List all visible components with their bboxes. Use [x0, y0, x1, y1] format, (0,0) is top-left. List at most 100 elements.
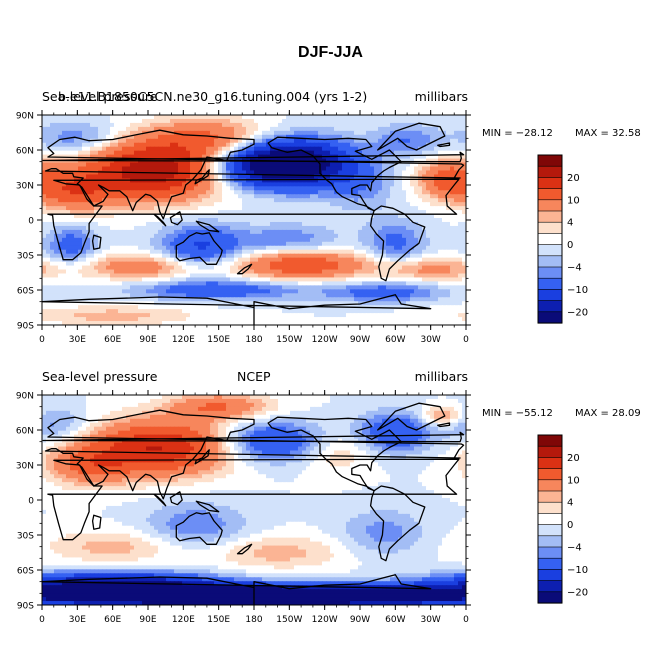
field-cell	[70, 198, 75, 203]
field-cell	[270, 281, 275, 286]
field-cell	[306, 249, 311, 255]
field-cell	[158, 225, 163, 231]
field-cell	[322, 253, 327, 259]
field-cell	[314, 225, 319, 231]
field-cell	[410, 277, 415, 283]
field-cell	[106, 229, 111, 235]
field-cell	[106, 257, 111, 263]
field-cell	[250, 269, 255, 275]
field-cell	[234, 130, 239, 136]
field-cell	[158, 138, 163, 144]
field-cell	[250, 257, 255, 263]
field-cell	[230, 190, 235, 195]
field-cell	[138, 277, 143, 283]
field-cell	[118, 154, 123, 160]
field-cell	[190, 146, 195, 152]
field-cell	[98, 289, 103, 294]
field-cell	[334, 229, 339, 235]
field-cell	[78, 289, 83, 294]
field-cell	[186, 241, 191, 247]
field-cell	[342, 269, 347, 275]
field-cell	[250, 289, 255, 294]
field-cell	[54, 194, 59, 199]
field-cell	[310, 115, 315, 120]
field-cell	[394, 281, 399, 286]
field-cell	[206, 237, 211, 243]
field-cell	[450, 221, 455, 227]
field-cell	[190, 233, 195, 239]
field-cell	[214, 233, 219, 239]
field-cell	[258, 285, 263, 290]
field-cell	[382, 273, 387, 279]
field-cell	[62, 285, 67, 290]
field-cell	[106, 241, 111, 247]
field-cell	[430, 285, 435, 290]
field-cell	[70, 273, 75, 279]
field-cell	[86, 154, 91, 160]
field-cell	[330, 289, 335, 294]
field-cell	[402, 162, 407, 168]
field-cell	[242, 289, 247, 294]
field-cell	[398, 150, 403, 156]
field-cell	[326, 130, 331, 136]
field-cell	[166, 186, 171, 191]
field-cell	[74, 115, 79, 120]
field-cell	[306, 221, 311, 227]
field-cell	[402, 281, 407, 286]
field-cell	[362, 202, 367, 207]
field-cell	[114, 126, 119, 132]
field-cell	[62, 190, 67, 195]
field-cell	[214, 245, 219, 251]
field-cell	[414, 154, 419, 160]
field-cell	[250, 122, 255, 128]
field-cell	[414, 134, 419, 140]
field-cell	[130, 194, 135, 199]
field-cell	[322, 130, 327, 136]
field-cell	[378, 154, 383, 160]
field-cell	[54, 289, 59, 294]
field-cell	[118, 130, 123, 136]
field-cell	[386, 130, 391, 136]
field-cell	[326, 198, 331, 203]
field-cell	[206, 162, 211, 168]
field-cell	[78, 257, 83, 263]
field-cell	[226, 198, 231, 203]
field-cell	[282, 214, 287, 219]
field-cell	[258, 241, 263, 247]
field-cell	[322, 146, 327, 152]
field-cell	[450, 150, 455, 156]
field-cell	[366, 190, 371, 195]
field-cell	[78, 170, 83, 176]
field-cell	[190, 229, 195, 235]
field-cell	[114, 257, 119, 263]
field-cell	[438, 138, 443, 144]
field-cell	[198, 218, 203, 223]
field-cell	[150, 221, 155, 227]
field-cell	[346, 225, 351, 231]
field-cell	[106, 166, 111, 172]
field-cell	[130, 134, 135, 140]
field-cell	[290, 174, 295, 179]
field-cell	[90, 142, 95, 148]
field-cell	[458, 138, 463, 144]
field-cell	[74, 241, 79, 247]
field-cell	[202, 115, 207, 120]
field-cell	[310, 257, 315, 263]
field-cell	[54, 221, 59, 227]
field-cell	[378, 122, 383, 128]
field-cell	[202, 229, 207, 235]
field-cell	[314, 182, 319, 187]
field-cell	[310, 281, 315, 286]
field-cell	[186, 186, 191, 191]
field-cell	[258, 277, 263, 283]
field-cell	[98, 138, 103, 144]
field-cell	[198, 190, 203, 195]
field-cell	[134, 142, 139, 148]
field-cell	[338, 190, 343, 195]
field-cell	[318, 277, 323, 283]
field-cell	[294, 229, 299, 235]
field-cell	[178, 261, 183, 267]
field-cell	[126, 257, 131, 263]
field-cell	[302, 281, 307, 286]
field-cell	[198, 261, 203, 267]
